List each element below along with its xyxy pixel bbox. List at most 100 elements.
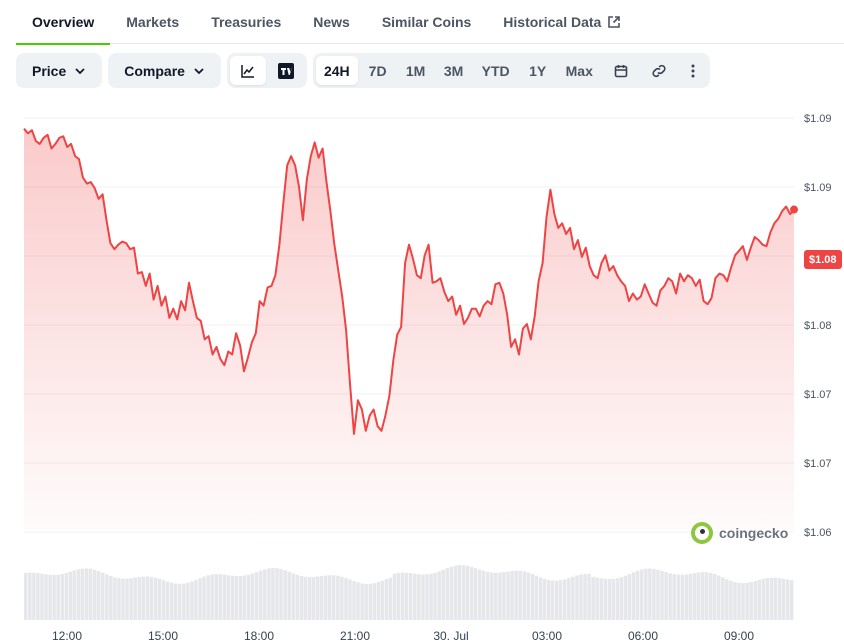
volume-bar	[372, 583, 376, 620]
tab-label: Overview	[32, 13, 95, 30]
price-dropdown[interactable]: Price	[16, 53, 103, 88]
range-3m[interactable]: 3M	[443, 62, 464, 79]
tab-news[interactable]: News	[297, 0, 366, 44]
compare-dropdown[interactable]: Compare	[108, 53, 221, 88]
volume-bar	[68, 571, 73, 620]
volume-bar	[24, 573, 28, 620]
volume-bar	[173, 583, 178, 620]
volume-bar	[206, 575, 210, 620]
volume-bar	[749, 582, 753, 620]
tradingview-icon	[277, 62, 294, 79]
volume-bar	[725, 579, 729, 620]
volume-bar	[101, 572, 105, 620]
volume-bar	[129, 578, 133, 620]
volume-bar	[96, 571, 101, 620]
volume-bar	[652, 568, 656, 620]
volume-bar	[271, 568, 275, 620]
volume-bar	[48, 574, 52, 620]
volume-bars	[24, 565, 794, 620]
volume-bar	[579, 574, 583, 620]
x-tick-label: 21:00	[340, 629, 370, 643]
tab-label: Treasuries	[211, 13, 282, 30]
coingecko-logo-icon	[691, 522, 713, 544]
x-axis-labels: 12:00 15:00 18:00 21:00 30. Jul 03:00 06:00 09:…	[52, 629, 754, 643]
chart-toolbar: Price Compare 24H 7D 1M 3M YTD 1Y Max	[16, 53, 710, 88]
tab-markets[interactable]: Markets	[110, 0, 195, 44]
y-axis-labels: $1.09$1.09$1.08$1.08$1.07$1.07$1.06	[804, 113, 832, 539]
range-7d[interactable]: 7D	[368, 62, 387, 79]
volume-bar	[404, 572, 409, 620]
volume-bar	[611, 578, 616, 620]
volume-bar	[295, 574, 299, 620]
chart-type-toggle	[226, 53, 307, 88]
volume-bar	[303, 576, 308, 620]
volume-bar	[202, 576, 206, 620]
volume-bar	[453, 565, 458, 620]
volume-bar	[388, 577, 393, 620]
volume-bar	[692, 573, 697, 620]
tab-historical-data[interactable]: Historical Data	[487, 0, 637, 44]
volume-bar	[554, 580, 559, 620]
volume-bar	[315, 576, 320, 620]
volume-bar	[587, 573, 591, 620]
coingecko-watermark: coingecko	[691, 522, 788, 544]
volume-bar	[72, 570, 77, 620]
price-chart[interactable]: $1.09 $1.09 $1.08 $1.08 $1.07 $1.07 $1.06 12:0…	[0, 100, 844, 643]
volume-bar	[481, 570, 486, 620]
calendar-button[interactable]	[603, 56, 639, 85]
volume-bar	[380, 580, 385, 620]
volume-bar	[368, 583, 372, 620]
volume-bar	[250, 573, 255, 620]
tab-overview[interactable]: Overview	[16, 0, 111, 45]
tradingview-button[interactable]	[268, 56, 304, 85]
y-tick-label: $1.06	[804, 527, 832, 539]
volume-bar	[44, 574, 48, 620]
x-tick-label: 12:00	[52, 629, 82, 643]
tab-label: Markets	[126, 13, 180, 30]
volume-bar	[319, 576, 324, 620]
x-tick-label: 06:00	[628, 629, 658, 643]
volume-bar	[332, 575, 336, 620]
range-ytd[interactable]: YTD	[481, 62, 510, 79]
volume-bar	[275, 568, 279, 620]
volume-bar	[113, 577, 117, 620]
tab-treasuries[interactable]: Treasuries	[195, 0, 297, 44]
more-options-button[interactable]	[679, 56, 707, 85]
time-range-selector: 24H 7D 1M 3M YTD 1Y Max	[312, 53, 710, 88]
volume-bar	[352, 581, 356, 620]
range-max[interactable]: Max	[565, 62, 593, 79]
x-tick-label: 09:00	[724, 629, 754, 643]
volume-bar	[64, 572, 68, 620]
tab-label: Historical Data	[503, 13, 602, 30]
volume-bar	[664, 572, 668, 620]
volume-bar	[777, 578, 782, 620]
volume-bar	[530, 573, 535, 620]
volume-bar	[721, 577, 725, 620]
volume-bar	[494, 572, 498, 620]
volume-bar	[526, 572, 530, 620]
line-chart-button[interactable]	[229, 56, 266, 85]
volume-bar	[307, 577, 312, 620]
link-icon	[652, 64, 666, 77]
volume-bar	[287, 571, 291, 620]
volume-bar	[469, 566, 474, 620]
range-1m[interactable]: 1M	[405, 62, 426, 79]
volume-bar	[765, 578, 770, 620]
volume-bar	[546, 580, 551, 620]
range-1y[interactable]: 1Y	[529, 62, 547, 79]
volume-bar	[623, 575, 628, 620]
volume-bar	[234, 576, 239, 620]
volume-bar	[141, 576, 145, 620]
volume-bar	[538, 577, 543, 620]
volume-bar	[360, 583, 364, 620]
volume-bar	[52, 574, 56, 620]
range-24h[interactable]: 24H	[315, 56, 358, 85]
volume-bar	[656, 569, 660, 620]
volume-bar	[348, 579, 352, 620]
volume-bar	[76, 569, 81, 620]
volume-bar	[603, 578, 607, 620]
tab-similar-coins[interactable]: Similar Coins	[366, 0, 487, 44]
share-link-button[interactable]	[641, 56, 677, 85]
volume-bar	[534, 575, 539, 620]
volume-bar	[80, 568, 85, 620]
